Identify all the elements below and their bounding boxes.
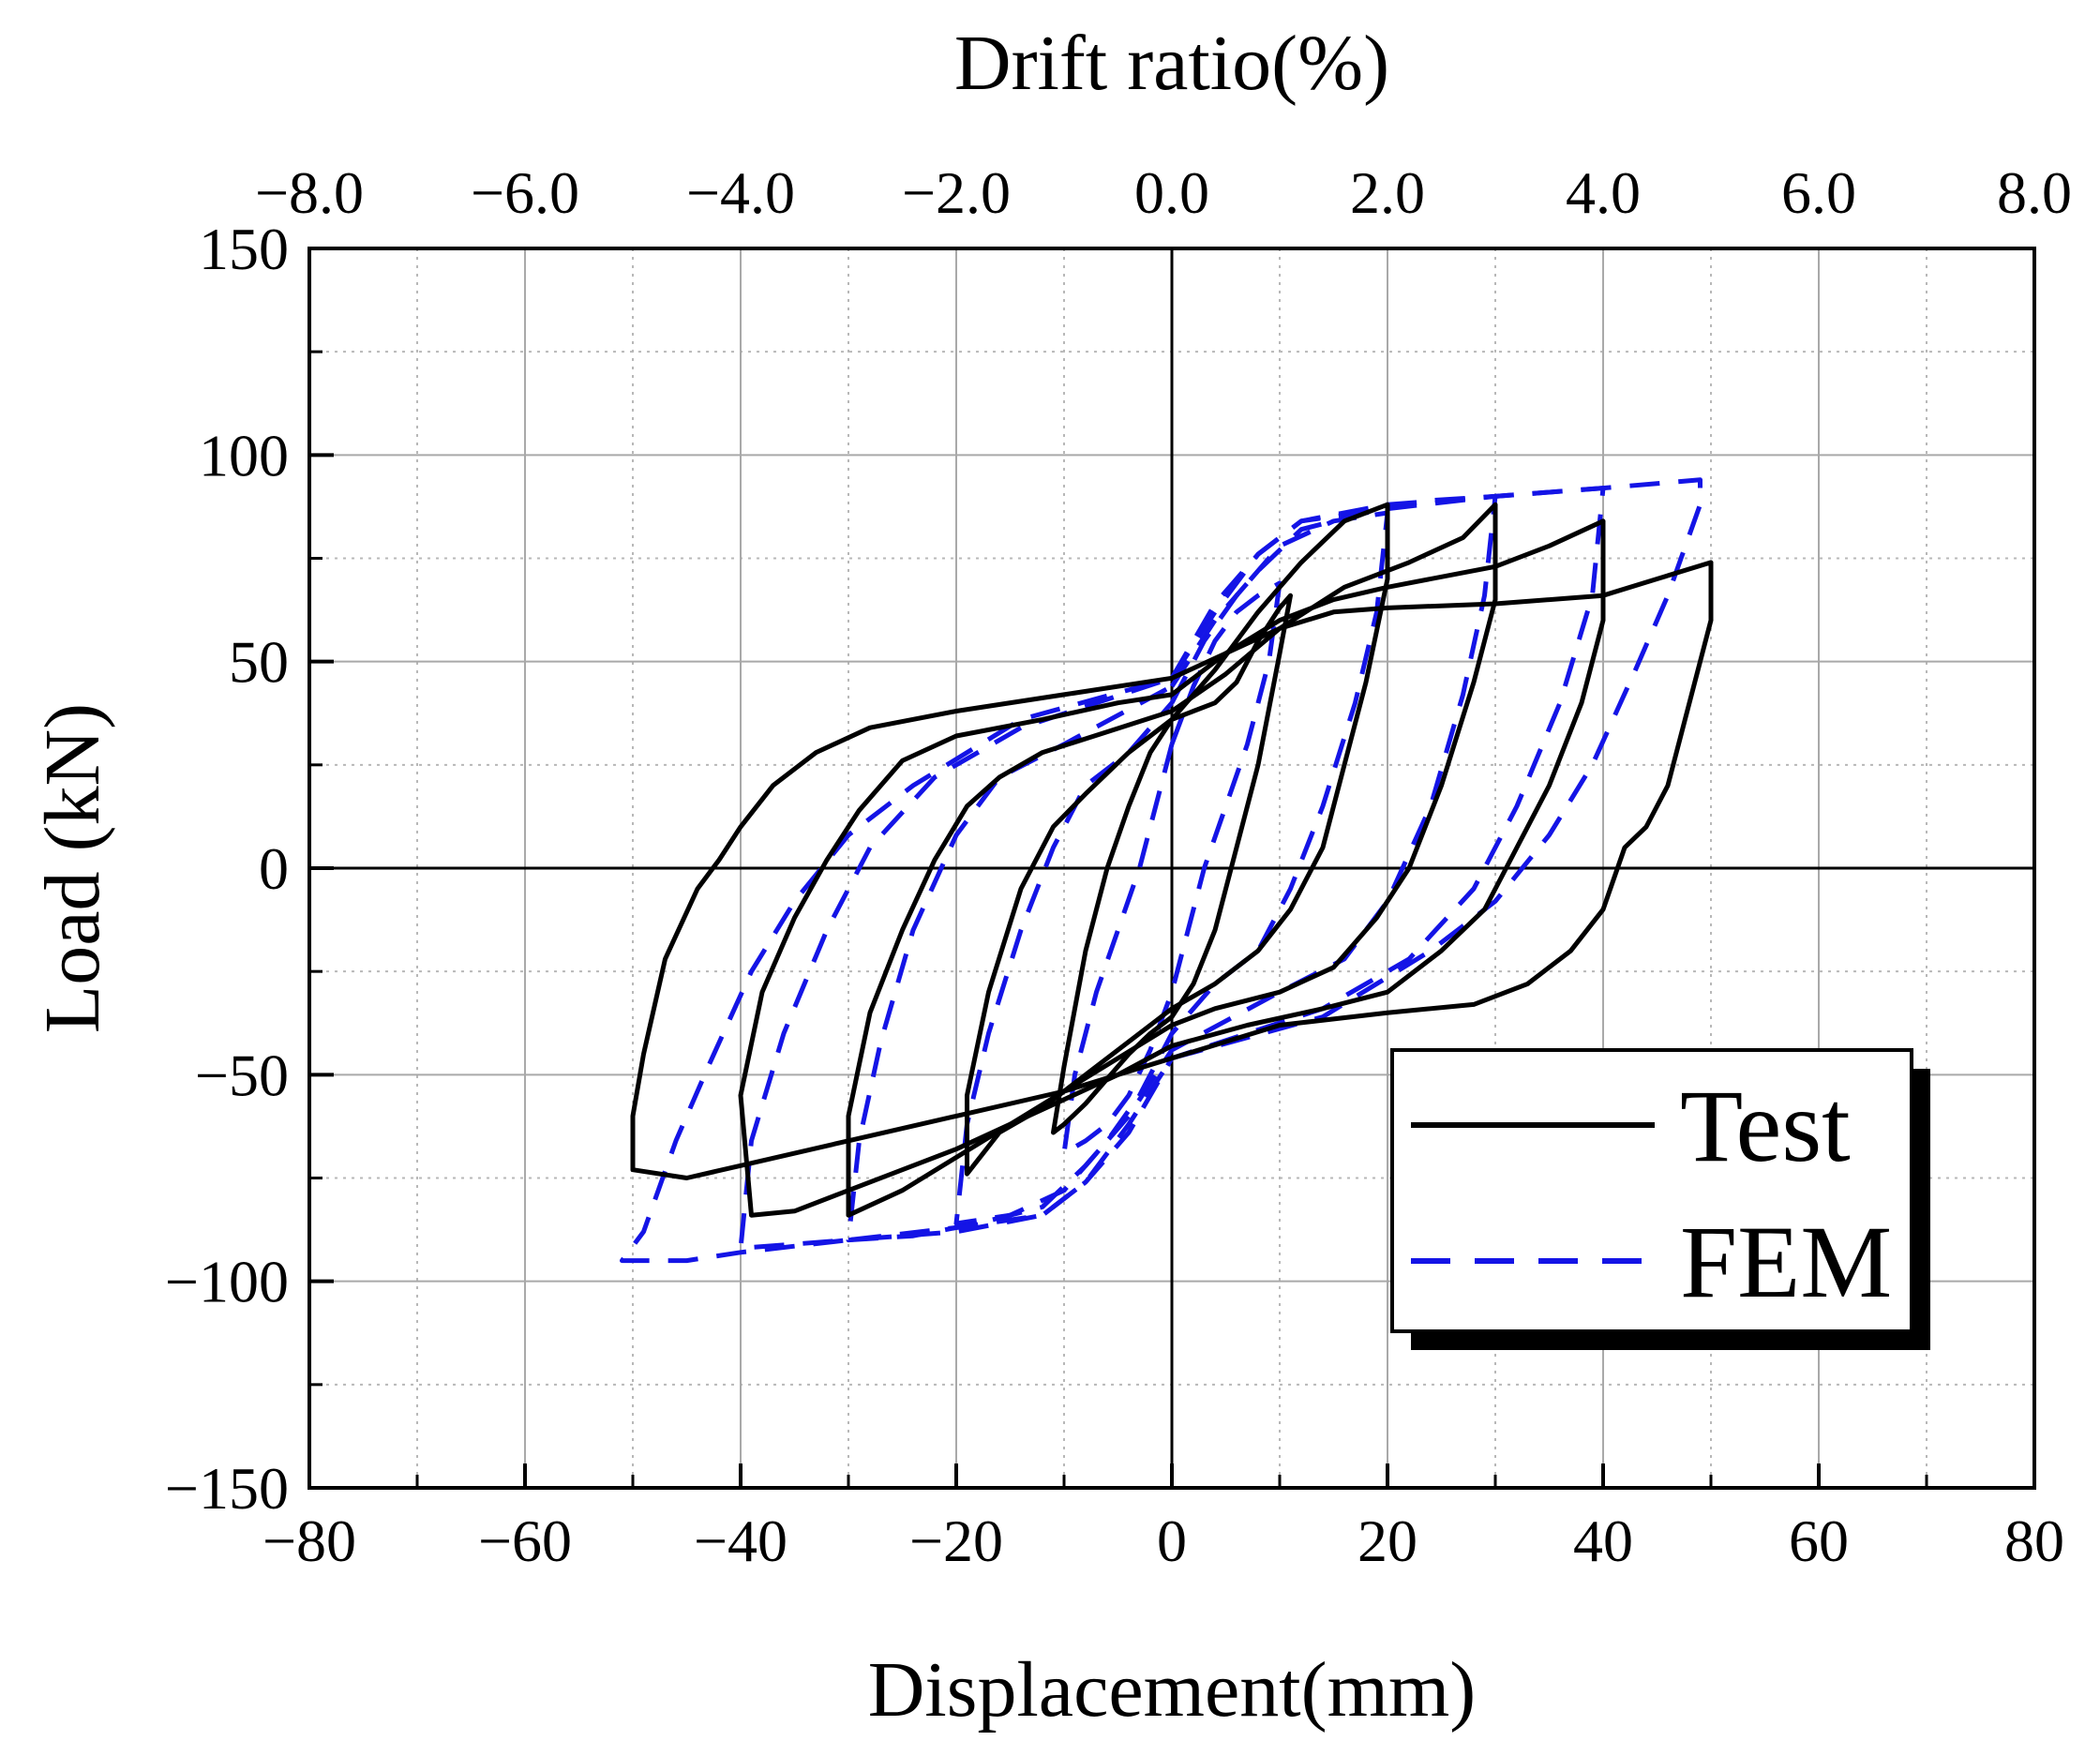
top-tick-label: 6.0 — [1781, 159, 1856, 226]
top-tick-label: 8.0 — [1997, 159, 2072, 226]
series-layer — [620, 477, 1714, 1264]
x-tick-label: −20 — [909, 1508, 1003, 1574]
legend-label-test: Test — [1680, 1069, 1851, 1183]
y-tick-label: 150 — [199, 216, 289, 282]
top-tick-label: −6.0 — [471, 159, 579, 226]
x-tick-label: 20 — [1358, 1508, 1418, 1574]
x-tick-label: −80 — [262, 1508, 356, 1574]
tick-labels: −80 −60 −40 −20 0 20 40 60 80 −150 −100 −50 0 50 100 15… — [165, 159, 2072, 1574]
y-tick-label: 100 — [199, 422, 289, 488]
x-tick-label: −40 — [694, 1508, 788, 1574]
top-tick-label: −8.0 — [255, 159, 364, 226]
legend: Test FEM — [1390, 1048, 1930, 1350]
test-loop-2 — [965, 502, 1390, 1177]
top-axis-title: Drift ratio(%) — [954, 20, 1389, 107]
tick-marks — [308, 247, 2036, 1490]
fem-loop-5 — [620, 477, 1702, 1264]
test-loop-4 — [738, 518, 1606, 1218]
zero-axis-lines — [309, 248, 2034, 1488]
y-tick-label: 50 — [229, 629, 289, 696]
x-tick-label: 60 — [1789, 1508, 1849, 1574]
x-tick-label: −60 — [478, 1508, 572, 1574]
x-tick-label: 80 — [2004, 1508, 2064, 1574]
legend-label-fem: FEM — [1680, 1205, 1892, 1319]
y-tick-label: −100 — [165, 1249, 289, 1315]
top-tick-label: −4.0 — [686, 159, 795, 226]
legend-box — [1390, 1048, 1913, 1333]
y-tick-label: −50 — [195, 1042, 289, 1108]
top-tick-label: 0.0 — [1134, 159, 1209, 226]
top-tick-label: −2.0 — [902, 159, 1011, 226]
top-tick-label: 4.0 — [1566, 159, 1641, 226]
x-tick-label: 0 — [1157, 1508, 1187, 1574]
fem-loop-2 — [953, 510, 1390, 1226]
y-axis-title: Load (kN) — [29, 703, 116, 1033]
test-loop-3 — [846, 502, 1498, 1218]
y-tick-label: 0 — [259, 835, 289, 902]
top-tick-label: 2.0 — [1350, 159, 1425, 226]
fem-loop-1 — [1061, 580, 1282, 1156]
y-tick-label: −150 — [165, 1455, 289, 1522]
series-test — [630, 502, 1714, 1218]
test-loop-5 — [630, 560, 1714, 1180]
x-tick-label: 40 — [1573, 1508, 1633, 1574]
x-axis-title: Displacement(mm) — [868, 1646, 1476, 1733]
